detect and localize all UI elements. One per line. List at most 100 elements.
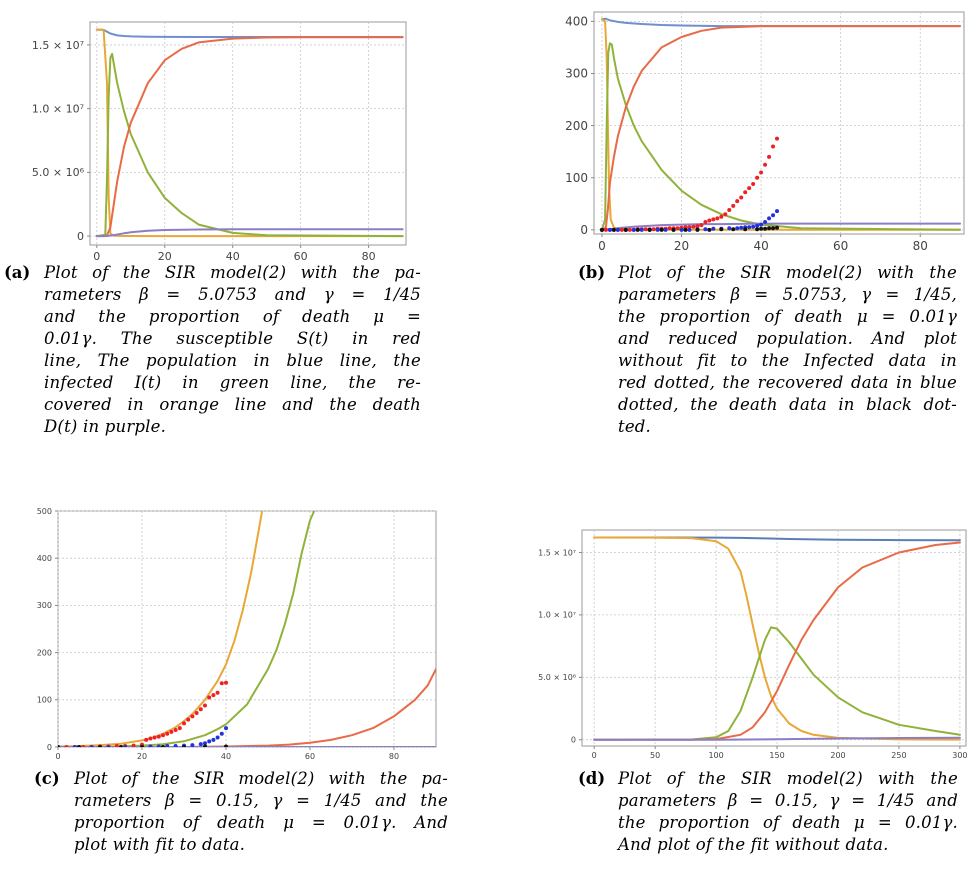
y-tick-label: 0 — [77, 230, 84, 243]
data-point — [767, 226, 772, 231]
data-point — [731, 227, 736, 232]
x-tick-label: 0 — [598, 239, 606, 253]
x-tick-label: 40 — [753, 239, 768, 253]
x-tick-label: 20 — [137, 752, 147, 761]
x-tick-label: 150 — [769, 751, 784, 760]
data-point — [631, 227, 636, 232]
data-point — [224, 680, 228, 685]
caption-line: D(t) in purple. — [44, 417, 167, 436]
data-point — [161, 745, 165, 747]
x-tick-label: 60 — [833, 239, 848, 253]
y-tick-label: 500 — [37, 507, 52, 516]
data-point — [767, 154, 772, 159]
data-point — [771, 226, 776, 231]
plot-frame — [593, 11, 965, 235]
data-point — [719, 227, 724, 232]
caption-line: Plot of the SIR model(2) with the — [618, 769, 958, 788]
data-point — [224, 726, 228, 731]
data-point — [156, 734, 161, 739]
data-point — [691, 224, 696, 229]
series-line — [593, 536, 961, 741]
data-point — [739, 195, 744, 200]
data-point — [647, 227, 652, 232]
x-tick-label: 60 — [294, 250, 308, 263]
data-point — [695, 227, 700, 232]
data-point — [747, 225, 752, 230]
caption-tag-c: (c) — [34, 769, 60, 788]
y-tick-label: 300 — [37, 601, 52, 610]
data-point — [211, 737, 216, 742]
caption-line: without fit to the Infected data in — [618, 351, 957, 370]
y-tick-label: 200 — [565, 119, 588, 133]
caption-line: dotted, the death data in black dot- — [618, 395, 957, 414]
caption-tag-b: (b) — [578, 263, 606, 282]
caption-body-a: Plot of the SIR model(2) with the pa- ra… — [44, 262, 421, 438]
data-point — [643, 227, 648, 232]
data-point — [64, 745, 69, 747]
data-point — [771, 144, 776, 149]
data-point — [148, 736, 153, 741]
data-point — [755, 227, 760, 232]
caption-body-d: Plot of the SIR model(2) with the parame… — [618, 768, 958, 856]
y-tick-label: 5.0 × 10⁶ — [32, 166, 85, 179]
data-point — [763, 162, 768, 167]
data-point — [148, 744, 153, 747]
data-point — [219, 731, 224, 736]
data-point — [723, 212, 728, 217]
data-point — [165, 744, 170, 747]
data-point — [190, 743, 195, 747]
caption-line: parameters β = 5.0753, γ = 1/45, — [618, 285, 957, 304]
data-point — [735, 226, 740, 231]
data-point — [759, 170, 764, 175]
data-point — [173, 744, 178, 747]
caption-line: the proportion of death μ = 0.01γ — [618, 307, 957, 326]
data-point — [211, 693, 216, 698]
data-point — [775, 136, 780, 141]
data-point — [703, 227, 708, 232]
series-line — [95, 28, 404, 38]
plot-area — [95, 28, 404, 238]
data-point — [639, 227, 644, 232]
data-point — [707, 218, 712, 223]
data-point — [144, 737, 149, 742]
data-point — [81, 745, 86, 747]
data-point — [707, 227, 712, 232]
data-point — [679, 227, 684, 232]
data-point — [98, 745, 102, 747]
data-point — [203, 744, 207, 747]
data-point — [739, 225, 744, 230]
y-tick-label: 100 — [565, 171, 588, 185]
data-point — [198, 742, 203, 747]
caption-line: covered in orange line and the death — [44, 395, 421, 414]
x-tick-label: 80 — [362, 250, 376, 263]
data-point — [635, 227, 640, 232]
data-point — [77, 745, 81, 747]
data-point — [699, 223, 704, 228]
data-point — [607, 227, 612, 232]
series-line — [95, 228, 404, 238]
caption-line: the proportion of death μ = 0.01γ. — [618, 813, 958, 832]
data-point — [58, 745, 60, 747]
data-point — [775, 225, 780, 230]
data-point — [675, 226, 680, 231]
data-point — [687, 227, 692, 232]
data-point — [695, 224, 700, 229]
y-tick-label: 300 — [565, 67, 588, 81]
data-point — [603, 227, 608, 232]
data-point — [89, 745, 94, 747]
data-point — [599, 227, 604, 232]
x-tick-label: 80 — [389, 752, 399, 761]
data-point — [651, 227, 656, 232]
data-point — [623, 227, 628, 232]
data-point — [207, 695, 212, 700]
data-point — [759, 222, 764, 227]
data-point — [715, 216, 720, 221]
caption-body-b: Plot of the SIR model(2) with the parame… — [618, 262, 957, 438]
data-point — [198, 707, 203, 712]
data-point — [711, 217, 716, 222]
data-point — [215, 735, 220, 740]
data-point — [751, 224, 756, 229]
data-point — [186, 717, 191, 722]
x-tick-label: 300 — [952, 751, 967, 760]
data-point — [735, 199, 740, 204]
